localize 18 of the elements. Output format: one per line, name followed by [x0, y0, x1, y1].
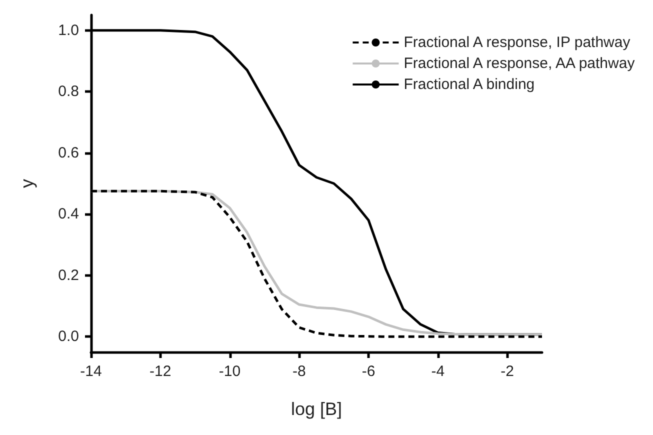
y-tick-label: 0.6 — [58, 144, 79, 162]
y-axis-title: y — [17, 179, 37, 188]
x-axis-title: log [B] — [290, 399, 342, 419]
y-tick-label: 0.8 — [58, 83, 79, 100]
x-tick-label: -12 — [150, 363, 172, 380]
y-tick-label: 0.4 — [58, 206, 79, 223]
x-tick-label: -14 — [80, 363, 102, 380]
y-tick-label: 0.0 — [58, 328, 79, 346]
legend-label: Fractional A binding — [404, 76, 535, 93]
x-tick-label: -4 — [431, 363, 445, 380]
legend-label: Fractional A response, AA pathway — [404, 55, 636, 72]
x-tick-label: -10 — [218, 363, 241, 380]
y-tick-label: 0.2 — [58, 266, 79, 284]
legend-label: Fractional A response, IP pathway — [404, 34, 631, 51]
x-tick-label: -2 — [500, 363, 514, 380]
x-tick-label: -6 — [362, 363, 376, 380]
x-tick-label: -8 — [292, 363, 306, 380]
y-tick-label: 1.0 — [58, 22, 79, 39]
